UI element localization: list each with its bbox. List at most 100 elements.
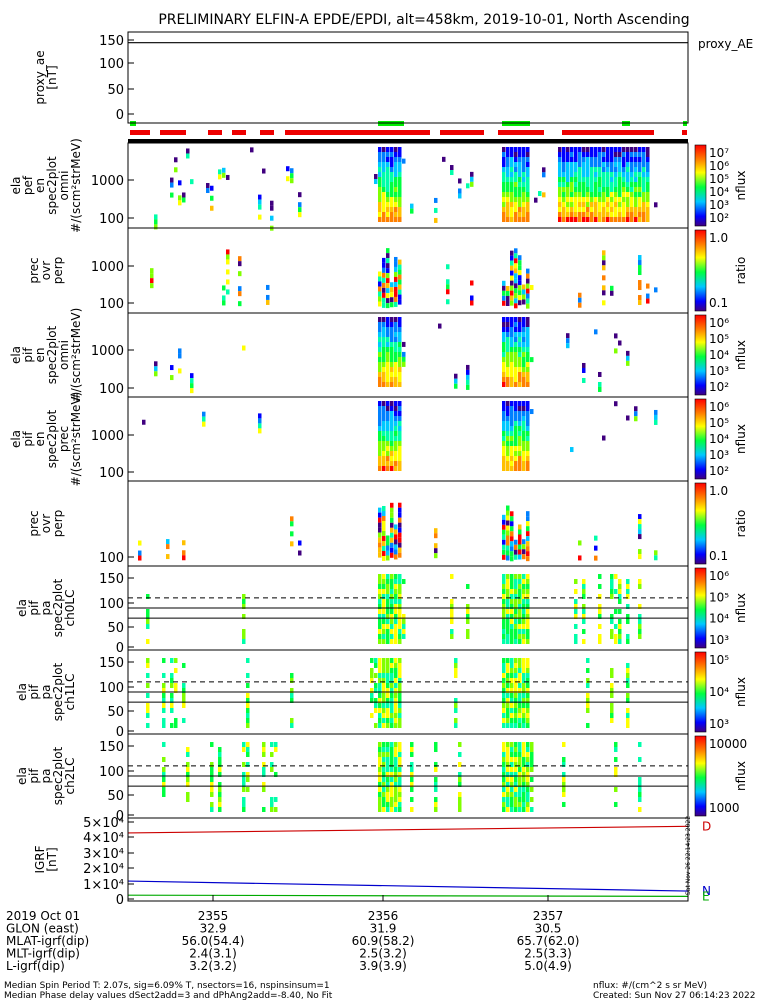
heatmap-cell — [394, 207, 398, 212]
colorbar-tick-label: 10⁵ — [709, 590, 729, 604]
heatmap-cell — [502, 663, 506, 668]
heatmap-cell — [506, 406, 510, 411]
heatmap-cell — [518, 152, 522, 157]
y-tick-label: 1000 — [91, 260, 124, 275]
heatmap-cell — [246, 713, 250, 718]
heatmap-cell — [226, 279, 230, 285]
heatmap-cell — [434, 767, 438, 772]
y-tick-label: 1000 — [91, 174, 124, 189]
colorbar-tick-label: 10³ — [709, 448, 729, 462]
panel-ela_pif_pa_spec2plot_ch1LC: 150100500elapifpaspec2plotch1LC10⁵10⁴10³… — [15, 649, 748, 740]
y-tick-label: 0 — [116, 108, 124, 123]
heatmap-cell — [170, 673, 174, 678]
heatmap-cell — [598, 574, 602, 579]
heatmap-cell — [446, 279, 450, 285]
heatmap-cell — [386, 807, 390, 812]
heatmap-cell — [638, 549, 642, 555]
heatmap-cell — [614, 192, 618, 197]
heatmap-cell — [522, 197, 526, 202]
heatmap-cell — [514, 688, 518, 693]
heatmap-cell — [590, 152, 594, 157]
heatmap-cell — [638, 207, 642, 212]
heatmap-cell — [386, 594, 390, 599]
heatmap-cell — [386, 777, 390, 782]
heatmap-cell — [570, 182, 574, 187]
heatmap-cell — [210, 787, 214, 792]
heatmap-cell — [394, 792, 398, 797]
heatmap-cell — [398, 703, 402, 708]
heatmap-cell — [502, 723, 506, 728]
heatmap-cell — [634, 416, 638, 422]
heatmap-cell — [390, 302, 394, 308]
heatmap-cell — [210, 777, 214, 782]
heatmap-cell — [638, 265, 642, 271]
heatmap-cell — [386, 752, 390, 757]
colorbar — [694, 735, 707, 817]
heatmap-cell — [626, 207, 630, 212]
heatmap-cell — [398, 197, 402, 202]
heatmap-cell — [390, 147, 394, 152]
heatmap-cell — [506, 782, 510, 787]
heatmap-cell — [382, 688, 386, 693]
heatmap-cell — [614, 757, 618, 762]
heatmap-cell — [598, 386, 602, 392]
y-tick-label: 50 — [107, 621, 124, 636]
x-axis-row-value: 60.9(58.2) — [352, 934, 415, 948]
heatmap-cell — [510, 466, 514, 471]
heatmap-cell — [514, 698, 518, 703]
x-axis-row-value: 30.5 — [535, 922, 562, 936]
heatmap-cell — [526, 298, 530, 304]
heatmap-cell — [390, 362, 394, 367]
heatmap-cell — [502, 197, 506, 202]
heatmap-cell — [582, 212, 586, 217]
heatmap-cell — [566, 207, 570, 212]
heatmap-cell — [518, 421, 522, 426]
heatmap-cell — [510, 172, 514, 177]
heatmap-cell — [522, 708, 526, 713]
heatmap-cell — [242, 787, 246, 792]
heatmap-cell — [590, 217, 594, 222]
heatmap-cell — [394, 362, 398, 367]
heatmap-cell — [398, 512, 402, 518]
heatmap-cell — [594, 157, 598, 162]
heatmap-cell — [570, 447, 574, 453]
colorbar-label: ratio — [734, 510, 748, 538]
heatmap-cell — [518, 579, 522, 584]
heatmap-cell — [162, 723, 166, 728]
heatmap-cell — [574, 599, 578, 604]
heatmap-cell — [394, 266, 398, 272]
heatmap-cell — [526, 589, 530, 594]
heatmap-cell — [602, 265, 606, 271]
heatmap-cell — [174, 688, 178, 693]
heatmap-cell — [510, 352, 514, 357]
heatmap-cell — [566, 217, 570, 222]
heatmap-cell — [394, 777, 398, 782]
heatmap-cell — [446, 289, 450, 295]
heatmap-cell — [510, 703, 514, 708]
heatmap-cell — [390, 297, 394, 303]
heatmap-cell — [526, 619, 530, 624]
heatmap-cell — [502, 614, 506, 619]
heatmap-cell — [522, 332, 526, 337]
heatmap-cell — [298, 550, 302, 556]
heatmap-cell — [522, 406, 526, 411]
heatmap-cell — [458, 797, 462, 802]
heatmap-cell — [518, 451, 522, 456]
heatmap-cell — [398, 269, 402, 275]
heatmap-cell — [610, 579, 614, 584]
heatmap-cell — [450, 619, 454, 624]
heatmap-cell — [566, 172, 570, 177]
heatmap-cell — [394, 466, 398, 471]
heatmap-cell — [390, 367, 394, 372]
heatmap-cell — [210, 205, 214, 211]
heatmap-cell — [518, 337, 522, 342]
heatmap-cell — [454, 708, 458, 713]
heatmap-cell — [262, 807, 266, 812]
heatmap-cell — [502, 708, 506, 713]
heatmap-cell — [510, 187, 514, 192]
heatmap-cell — [378, 639, 382, 644]
heatmap-cell — [398, 762, 402, 767]
heatmap-cell — [146, 639, 150, 644]
heatmap-cell — [386, 797, 390, 802]
heatmap-cell — [526, 752, 530, 757]
